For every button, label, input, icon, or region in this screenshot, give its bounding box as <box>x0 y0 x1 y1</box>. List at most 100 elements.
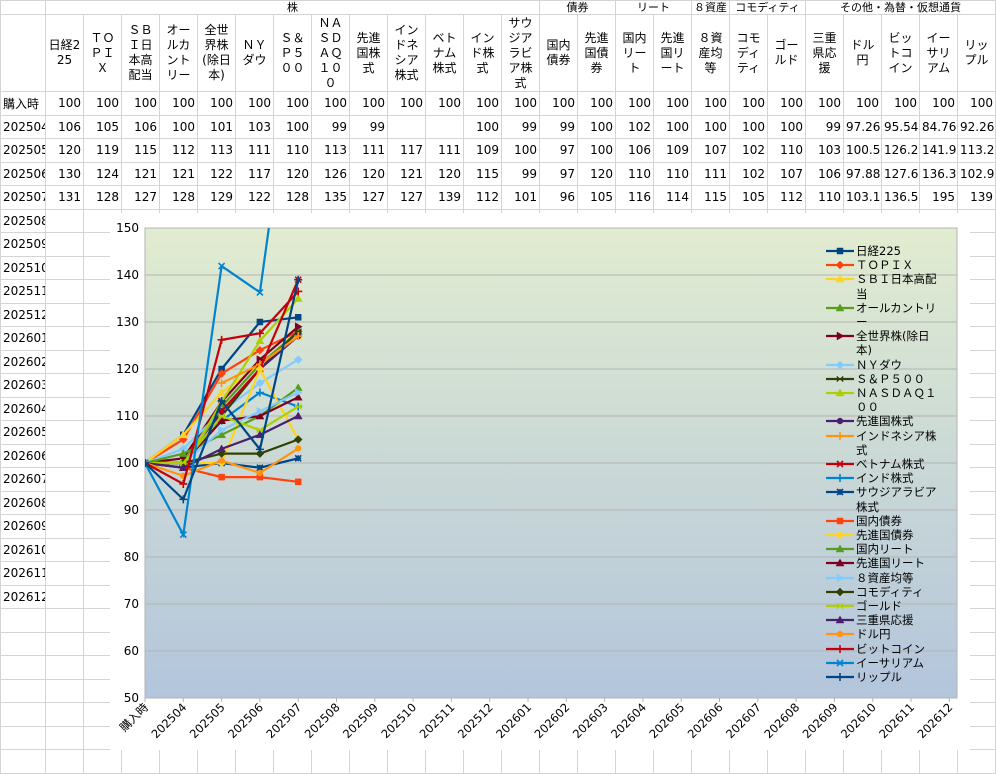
cell <box>45 208 84 233</box>
legend-swatch <box>826 331 854 341</box>
data-point <box>256 288 264 296</box>
cell: 109 <box>463 138 502 163</box>
legend-label: 全世界株(除日本) <box>856 329 930 358</box>
y-tick-label: 90 <box>124 503 139 517</box>
column-header: インド株式 <box>463 14 502 92</box>
data-point <box>217 396 226 405</box>
legend-label: 先進国株式 <box>856 414 914 429</box>
legend-label: ＴＯＰＩＸ <box>856 258 914 273</box>
row-label: 202504 <box>0 114 46 139</box>
legend-swatch <box>826 573 854 583</box>
cell: 103 <box>805 138 844 163</box>
cell <box>45 749 84 774</box>
legend-marker <box>836 517 844 525</box>
cell <box>45 255 84 280</box>
legend-marker <box>836 247 844 255</box>
cell: 117 <box>387 138 426 163</box>
cell: 116 <box>615 185 654 210</box>
cell <box>957 749 996 774</box>
cell: 128 <box>273 185 312 210</box>
data-point <box>217 379 226 388</box>
cell: 100 <box>349 91 388 116</box>
cell: 100 <box>83 91 122 116</box>
legend-swatch <box>826 360 854 369</box>
cell <box>729 749 768 774</box>
cell <box>45 655 84 680</box>
legend-marker <box>835 615 845 624</box>
cell: 102 <box>729 138 768 163</box>
cell <box>349 749 388 774</box>
legend-entry: インド株式 <box>824 471 944 485</box>
data-point <box>217 387 227 396</box>
legend-swatch <box>826 615 854 624</box>
legend-marker <box>835 558 845 567</box>
cell <box>45 608 84 633</box>
row-label: 202510 <box>0 255 46 280</box>
cell: 100 <box>121 91 160 116</box>
legend-swatch <box>826 460 854 468</box>
cell <box>387 749 426 774</box>
cell: 100 <box>273 114 312 139</box>
cell: 110 <box>805 185 844 210</box>
cell: 111 <box>425 138 464 163</box>
legend-marker <box>835 260 845 270</box>
legend-entry: コモディティ <box>824 585 944 599</box>
legend-label: ＳＢＩ日本高配当 <box>856 272 937 301</box>
cell: 100 <box>691 91 730 116</box>
cell <box>539 749 578 774</box>
legend-marker <box>836 644 844 653</box>
cell: 139 <box>957 185 996 210</box>
row-label: 202511 <box>0 279 46 304</box>
legend-entry: ＳＢＩ日本高配当 <box>824 272 944 301</box>
data-point <box>293 411 303 420</box>
legend-marker <box>835 587 845 597</box>
row-label: 202507 <box>0 185 46 210</box>
cell: 110 <box>273 138 312 163</box>
sheet-header: 株債券 リート ８資産 コモディティ その他・為替・仮想通貨 日経225 ＴＯＰＩＸ ＳＢＩ… <box>0 0 996 92</box>
row-label: 202601 <box>0 326 46 351</box>
cell: 128 <box>159 185 198 210</box>
series-group <box>145 228 303 539</box>
legend-label: コモディティ <box>856 584 924 599</box>
cell: 122 <box>197 161 236 186</box>
cell: 100 <box>691 114 730 139</box>
legend-swatch <box>826 659 854 667</box>
cell <box>235 749 274 774</box>
legend-marker <box>835 274 845 283</box>
cell: 141.9 <box>919 138 958 163</box>
row-label: 202606 <box>0 443 46 468</box>
legend-entry: ビットコイン <box>824 642 944 656</box>
data-point <box>294 454 302 462</box>
legend-entry: Ｓ＆Ｐ５００ <box>824 372 944 386</box>
row-label: 202611 <box>0 561 46 586</box>
cell <box>0 608 46 633</box>
legend-marker <box>836 659 844 667</box>
y-tick-label: 130 <box>116 315 139 329</box>
chart: 5060708090100110120130140150購入時202504202… <box>110 213 970 750</box>
cell: 111 <box>235 138 274 163</box>
legend-entry: オールカントリー <box>824 301 944 329</box>
cell <box>45 302 84 327</box>
cell: 100 <box>501 91 540 116</box>
cell: 112 <box>463 185 502 210</box>
cell: 120 <box>273 161 312 186</box>
row-label: 202605 <box>0 420 46 445</box>
column-header: 日経225 <box>45 14 84 92</box>
cell <box>653 749 692 774</box>
y-tick-label: 150 <box>116 221 139 235</box>
legend-entry: 全世界株(除日本) <box>824 329 944 357</box>
cell: 106 <box>805 161 844 186</box>
data-point <box>294 314 302 321</box>
cell <box>425 114 464 139</box>
row-label: 202602 <box>0 349 46 374</box>
column-header: コモディティ <box>729 14 768 92</box>
legend-swatch <box>826 303 854 312</box>
cell: 105 <box>577 185 616 210</box>
cell: 97 <box>539 161 578 186</box>
cell: 106 <box>615 138 654 163</box>
cell: 100 <box>463 91 502 116</box>
sheet-row: 202506 130 124 121 121 122 117 120 126 120 121 120 1… <box>0 161 996 186</box>
legend-entry: ドル円 <box>824 627 944 641</box>
group-header: ８資産 <box>691 0 730 15</box>
